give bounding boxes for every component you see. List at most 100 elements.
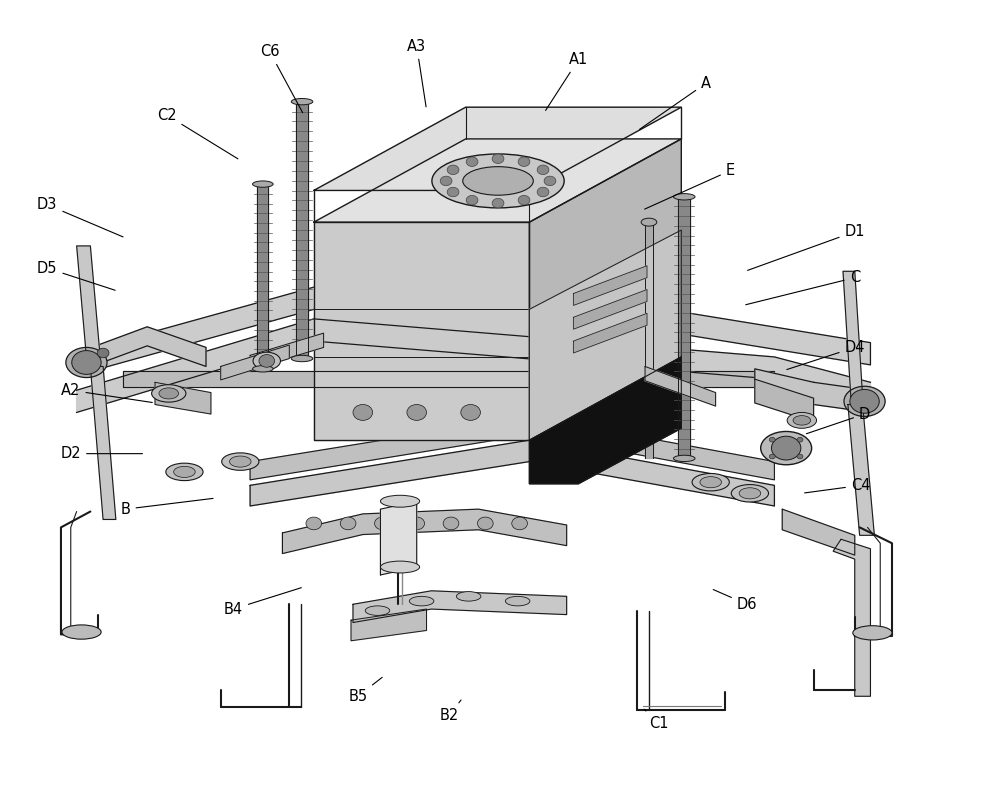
Polygon shape [77, 327, 206, 372]
Text: D2: D2 [60, 446, 142, 461]
Ellipse shape [769, 438, 775, 442]
Circle shape [407, 404, 426, 421]
Ellipse shape [673, 455, 695, 462]
Circle shape [518, 157, 530, 167]
Circle shape [447, 165, 459, 175]
Circle shape [544, 176, 556, 186]
Circle shape [537, 165, 549, 175]
Polygon shape [314, 108, 681, 190]
Polygon shape [833, 540, 870, 697]
Ellipse shape [380, 561, 420, 573]
Circle shape [492, 198, 504, 208]
Text: C6: C6 [260, 44, 303, 112]
Polygon shape [250, 417, 774, 480]
Polygon shape [574, 313, 647, 353]
Ellipse shape [731, 485, 769, 502]
Text: D1: D1 [748, 224, 865, 270]
Circle shape [477, 517, 493, 530]
Polygon shape [678, 197, 690, 459]
Circle shape [512, 517, 527, 530]
Polygon shape [221, 345, 289, 380]
Polygon shape [755, 379, 814, 422]
Ellipse shape [409, 596, 434, 606]
Polygon shape [380, 502, 417, 575]
Ellipse shape [456, 591, 481, 601]
Text: B5: B5 [348, 677, 382, 704]
Circle shape [537, 187, 549, 197]
Text: B4: B4 [224, 587, 301, 616]
Ellipse shape [230, 456, 251, 467]
Ellipse shape [152, 385, 186, 402]
Ellipse shape [692, 473, 729, 491]
Ellipse shape [365, 606, 390, 616]
Polygon shape [755, 369, 870, 413]
Polygon shape [90, 366, 116, 519]
Ellipse shape [174, 466, 195, 477]
Polygon shape [351, 609, 426, 641]
Text: D: D [806, 406, 870, 434]
Circle shape [447, 187, 459, 197]
Text: B2: B2 [439, 700, 461, 722]
Circle shape [353, 404, 373, 421]
Text: A1: A1 [546, 52, 588, 110]
Circle shape [306, 517, 322, 530]
Circle shape [466, 157, 478, 167]
Polygon shape [250, 440, 774, 506]
Polygon shape [282, 509, 567, 553]
Polygon shape [529, 357, 681, 484]
Circle shape [97, 348, 109, 358]
Text: D4: D4 [787, 340, 865, 370]
Polygon shape [314, 139, 681, 222]
Text: A2: A2 [61, 383, 152, 403]
Ellipse shape [844, 386, 885, 417]
Ellipse shape [797, 454, 803, 459]
Polygon shape [529, 139, 681, 440]
Polygon shape [353, 591, 567, 623]
Ellipse shape [761, 431, 812, 464]
Polygon shape [314, 222, 529, 440]
Circle shape [461, 404, 480, 421]
Polygon shape [77, 319, 870, 413]
Polygon shape [645, 222, 653, 459]
Ellipse shape [291, 355, 313, 362]
Polygon shape [296, 102, 308, 358]
Polygon shape [529, 230, 681, 440]
Ellipse shape [673, 193, 695, 200]
Circle shape [492, 154, 504, 163]
Text: E: E [645, 163, 735, 209]
Circle shape [375, 517, 390, 530]
Ellipse shape [432, 154, 564, 208]
Text: B: B [121, 498, 213, 517]
Ellipse shape [505, 596, 530, 606]
Ellipse shape [291, 99, 313, 105]
Polygon shape [574, 265, 647, 306]
Polygon shape [123, 371, 774, 387]
Polygon shape [782, 509, 855, 555]
Ellipse shape [797, 438, 803, 442]
Circle shape [466, 196, 478, 205]
Text: C1: C1 [644, 709, 669, 731]
Ellipse shape [769, 454, 775, 459]
Ellipse shape [253, 181, 273, 187]
Circle shape [340, 517, 356, 530]
Circle shape [72, 350, 101, 375]
Polygon shape [77, 287, 870, 375]
Polygon shape [843, 271, 863, 396]
Ellipse shape [222, 453, 259, 470]
Ellipse shape [380, 495, 420, 507]
Circle shape [443, 517, 459, 530]
Polygon shape [574, 290, 647, 329]
Circle shape [771, 436, 801, 460]
Ellipse shape [739, 488, 761, 499]
Polygon shape [848, 404, 874, 536]
Ellipse shape [62, 625, 101, 639]
Text: C4: C4 [805, 478, 870, 493]
Polygon shape [77, 246, 100, 357]
Ellipse shape [793, 416, 811, 425]
Text: A3: A3 [407, 39, 426, 107]
Text: A: A [639, 76, 711, 129]
Polygon shape [645, 366, 716, 406]
Ellipse shape [159, 388, 179, 399]
Polygon shape [250, 333, 324, 370]
Polygon shape [155, 383, 211, 414]
